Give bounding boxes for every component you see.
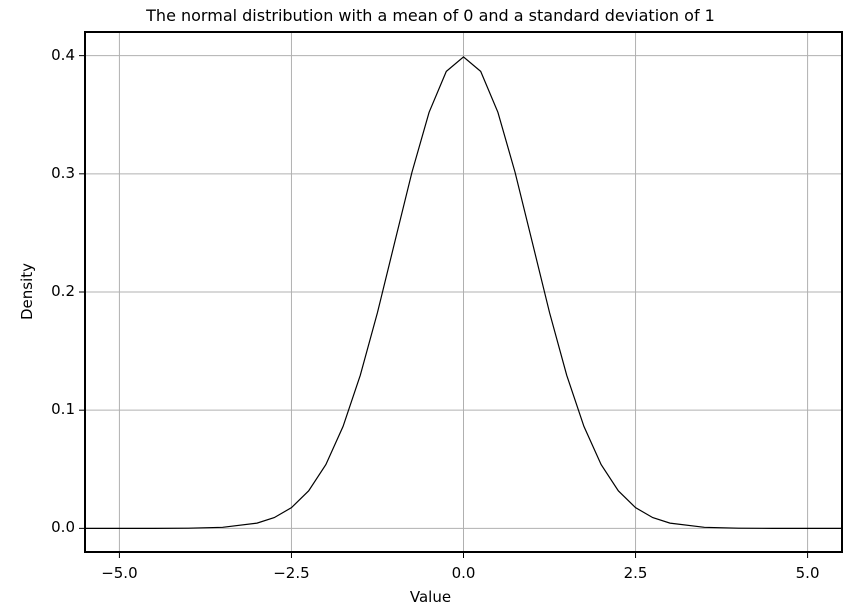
xtick-label: 2.5 xyxy=(606,564,666,582)
xtick-label: 5.0 xyxy=(778,564,838,582)
xtick-label: −2.5 xyxy=(261,564,321,582)
ytick-label: 0.1 xyxy=(15,400,75,418)
ytick-label: 0.3 xyxy=(15,164,75,182)
xtick-label: −5.0 xyxy=(89,564,149,582)
y-axis-label: Density xyxy=(18,263,36,320)
ytick-label: 0.0 xyxy=(15,518,75,536)
figure: The normal distribution with a mean of 0… xyxy=(0,0,861,616)
plot-area xyxy=(0,0,861,616)
ytick-label: 0.4 xyxy=(15,46,75,64)
xtick-label: 0.0 xyxy=(434,564,494,582)
x-axis-label: Value xyxy=(0,588,861,606)
